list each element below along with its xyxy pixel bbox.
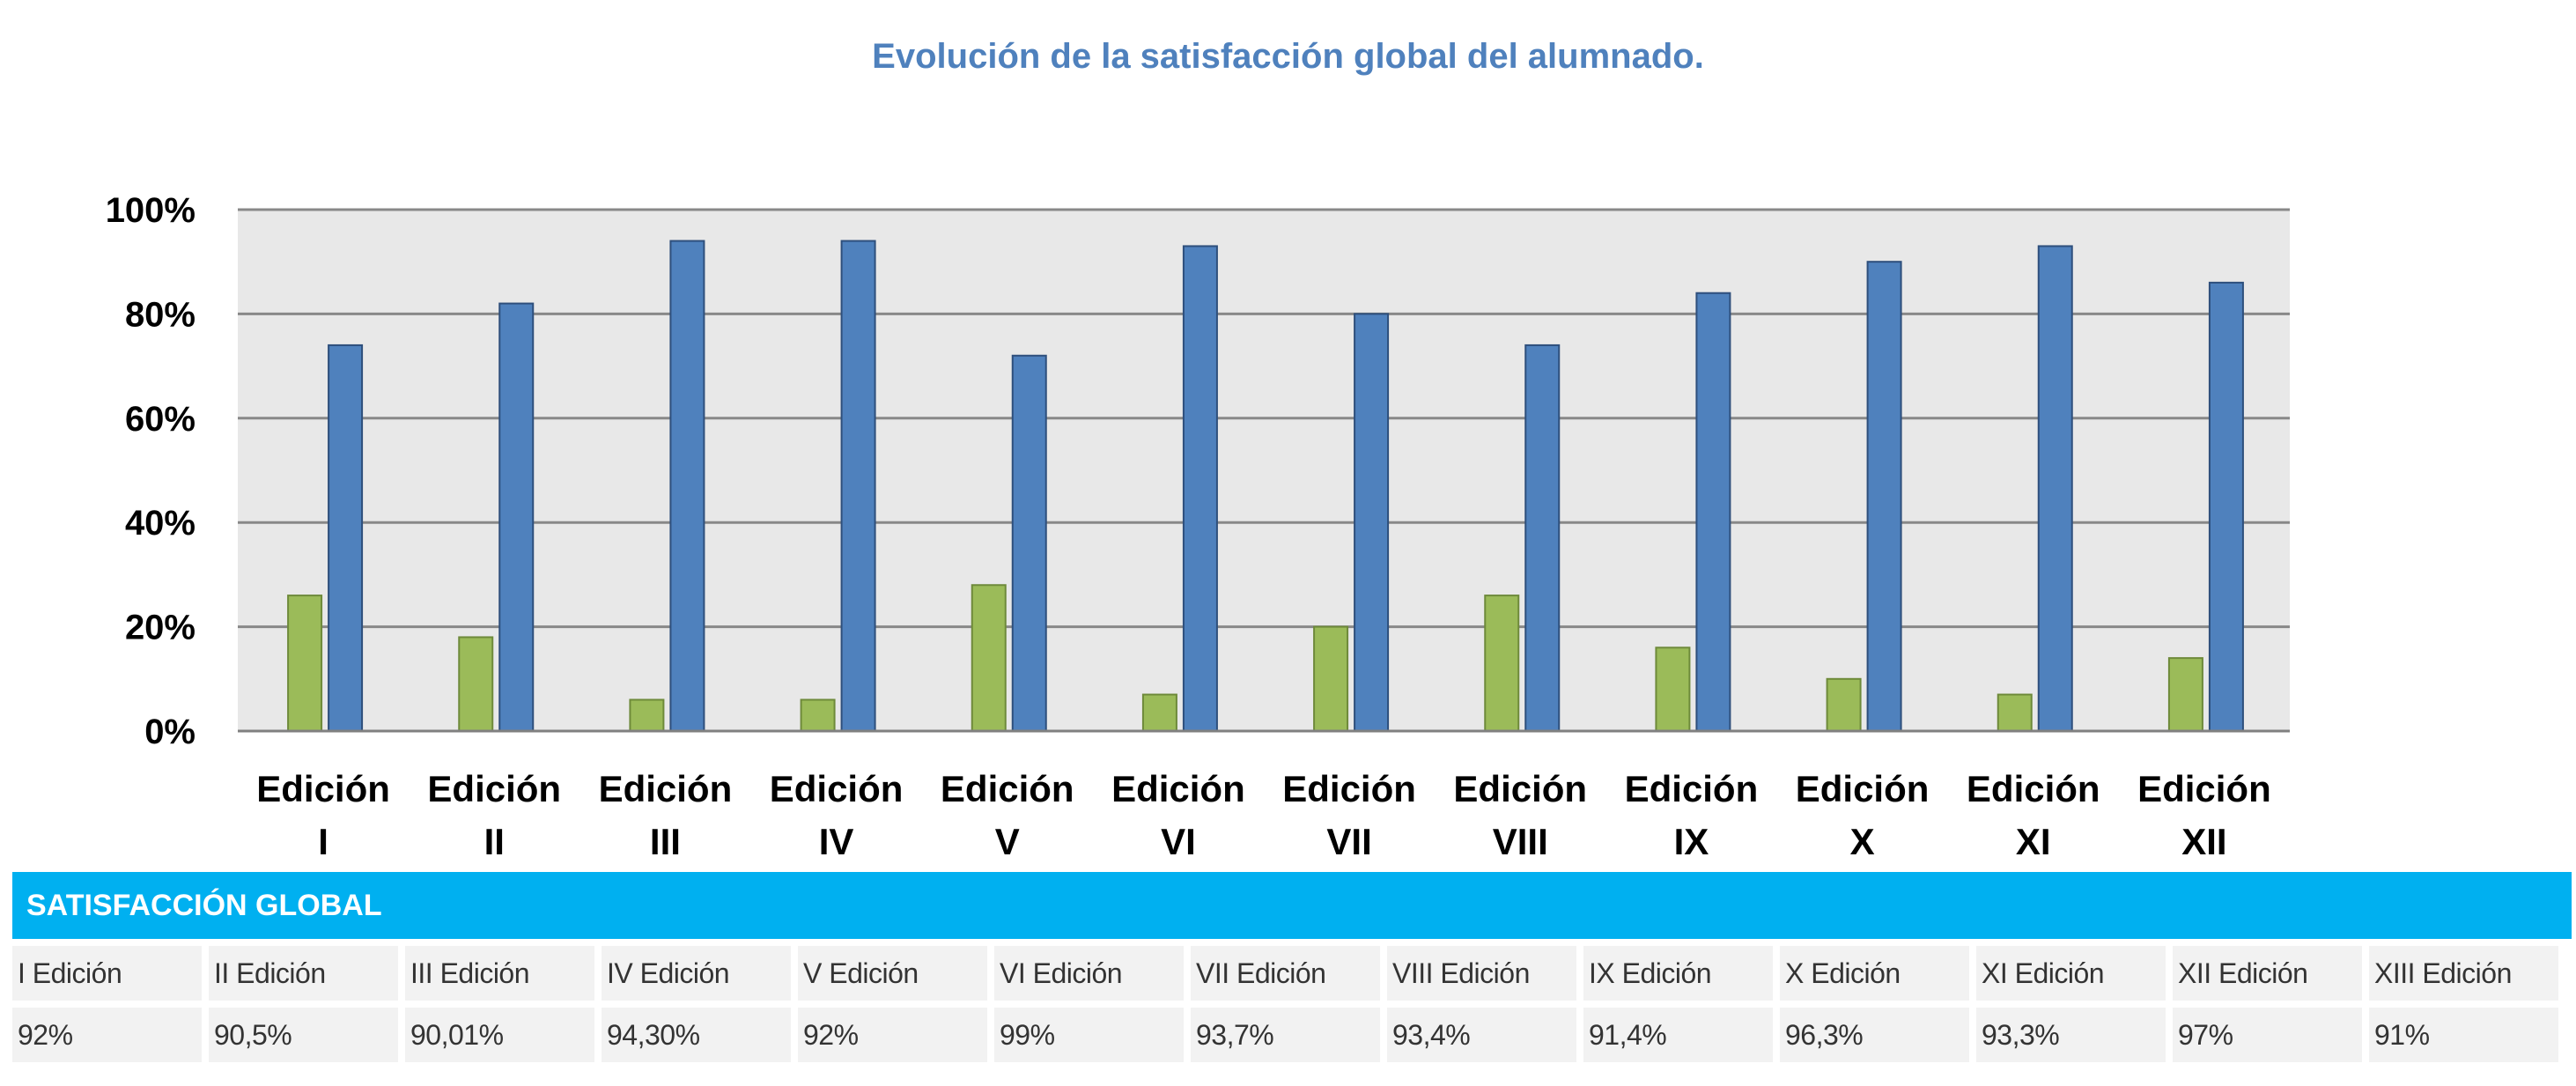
table-cell-value: 93,3% (1976, 1008, 2166, 1062)
bar-series-1-11 (1997, 693, 2033, 732)
bar-series-1-9 (1655, 646, 1691, 733)
x-category-label: Edición (770, 768, 904, 809)
bar-series-2-5 (1011, 354, 1047, 732)
bar-series-1-5 (971, 584, 1007, 732)
bar-series-1-1 (287, 595, 323, 733)
y-tick-label: 80% (125, 295, 196, 334)
x-category-label: III (650, 821, 681, 862)
x-category-label: Edición (1625, 768, 1759, 809)
table-cell-edition: III Edición (405, 946, 594, 1001)
x-category-label: Edición (1111, 768, 1245, 809)
table-cell-value: 92% (12, 1008, 202, 1062)
bar-series-1-12 (2167, 657, 2203, 732)
bar-series-2-4 (840, 240, 876, 732)
table-cell-edition: XIII Edición (2369, 946, 2558, 1001)
x-category-label: VIII (1493, 821, 1548, 862)
bar-series-1-4 (800, 698, 836, 732)
table-cell-edition: VIII Edición (1387, 946, 1576, 1001)
table-cell-value: 93,4% (1387, 1008, 1576, 1062)
table-cell-value: 97% (2173, 1008, 2362, 1062)
table-cell-edition: XI Edición (1976, 946, 2166, 1001)
x-category-label: XI (2016, 821, 2051, 862)
x-category-label: Edición (1796, 768, 1930, 809)
x-category-label: II (484, 821, 505, 862)
table-cell-value: 91% (2369, 1008, 2558, 1062)
table-cell-value: 94,30% (602, 1008, 791, 1062)
table-cell-edition: VI Edición (994, 946, 1184, 1001)
bar-series-1-8 (1484, 595, 1520, 733)
bar-series-1-2 (458, 636, 494, 732)
x-category-label: XII (2181, 821, 2226, 862)
y-tick-label: 60% (125, 400, 196, 439)
bar-series-2-11 (2037, 245, 2073, 732)
table-cell-edition: I Edición (12, 946, 202, 1001)
bar-series-2-2 (498, 302, 535, 732)
table-cell-edition: IX Edición (1583, 946, 1773, 1001)
bar-series-2-10 (1866, 261, 1902, 732)
bar-series-1-7 (1313, 625, 1349, 732)
bars (287, 240, 2244, 733)
table-cell-edition: V Edición (798, 946, 987, 1001)
table-cell-value: 92% (798, 1008, 987, 1062)
x-category-label: Edición (941, 768, 1074, 809)
x-category-label: Edición (1453, 768, 1587, 809)
y-tick-label: 100% (106, 191, 196, 230)
chart-title: Evolución de la satisfacción global del … (872, 37, 1704, 76)
gridlines (238, 208, 2290, 629)
bar-chart: 0%20%40%60%80%100% EdiciónIEdiciónIIEdic… (106, 191, 2290, 862)
table-cell-value: 99% (994, 1008, 1184, 1062)
x-category-label: Edición (256, 768, 390, 809)
table-cell-value: 93,7% (1191, 1008, 1380, 1062)
bar-series-2-7 (1354, 313, 1390, 732)
x-category-label: IV (819, 821, 854, 862)
x-category-label: VII (1326, 821, 1371, 862)
x-category-label: VI (1161, 821, 1196, 862)
x-category-label: V (995, 821, 1020, 862)
bar-series-2-12 (2208, 281, 2244, 732)
bar-series-2-6 (1182, 245, 1218, 732)
bar-series-2-3 (669, 240, 705, 732)
x-category-label: X (1850, 821, 1875, 862)
bar-series-1-10 (1826, 677, 1862, 732)
table-cell-value: 96,3% (1780, 1008, 1969, 1062)
plot-area (238, 210, 2290, 731)
y-tick-label: 20% (125, 609, 196, 647)
table-cell-edition: II Edición (209, 946, 398, 1001)
x-category-label: Edición (1282, 768, 1416, 809)
table-cell-value: 90,5% (209, 1008, 398, 1062)
bar-series-2-9 (1695, 292, 1731, 732)
x-category-label: Edición (2137, 768, 2271, 809)
x-category-label: I (318, 821, 328, 862)
y-tick-label: 0% (144, 713, 196, 751)
table-row-editions: I Edición II Edición III Edición IV Edición… (12, 946, 2572, 1001)
bar-series-2-8 (1524, 344, 1561, 732)
bar-series-1-6 (1141, 693, 1177, 732)
y-axis-ticks: 0% 20% 40% 60% 80% 100% (106, 191, 196, 751)
y-tick-label: 40% (125, 504, 196, 543)
satisfaction-table: SATISFACCIÓN GLOBAL I Edición II Edición I… (12, 872, 2572, 1062)
x-category-label: IX (1674, 821, 1709, 862)
table-cell-value: 90,01% (405, 1008, 594, 1062)
x-category-label: Edición (1967, 768, 2100, 809)
table-cell-value: 91,4% (1583, 1008, 1773, 1062)
table-cell-edition: XII Edición (2173, 946, 2362, 1001)
bar-series-2-1 (328, 344, 364, 732)
bar-series-1-3 (629, 698, 665, 732)
table-header: SATISFACCIÓN GLOBAL (12, 872, 2572, 939)
table-cell-edition: VII Edición (1191, 946, 1380, 1001)
x-category-label: Edición (599, 768, 733, 809)
x-axis-labels: Edición I Edición II Edición III Edición IV Edic… (256, 768, 2271, 862)
table-row-values: 92% 90,5% 90,01% 94,30% 92% 99% 93,7% 93,4% 91,4… (12, 1008, 2572, 1062)
table-cell-edition: X Edición (1780, 946, 1969, 1001)
table-cell-edition: IV Edición (602, 946, 791, 1001)
x-category-label: Edición (427, 768, 561, 809)
